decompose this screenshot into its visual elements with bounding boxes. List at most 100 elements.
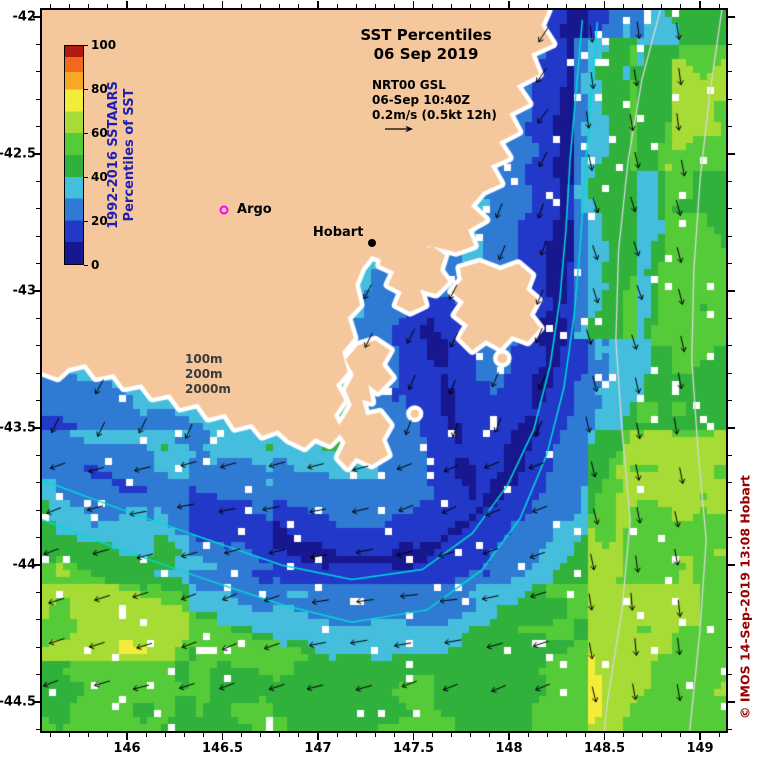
axis-tick [584,4,586,8]
axis-tick [36,372,40,374]
axis-tick [432,733,434,737]
axis-tick [412,733,415,740]
axis-tick [728,153,735,155]
y-axis-tick-label: -44 [12,557,37,573]
axis-tick [412,1,415,8]
axis-tick [728,16,735,18]
axis-tick [298,733,300,737]
axis-tick [623,4,625,8]
axis-tick [470,4,472,8]
axis-tick [355,733,357,737]
y-axis-tick-label: -42.5 [0,146,36,162]
axis-tick [36,509,40,511]
argo-float-marker [219,205,229,215]
axis-tick [36,235,40,237]
axis-tick [728,482,732,484]
colorbar-title-line1: 1992-2016 SSTAARS [106,81,121,229]
x-axis-tick-label: 147 [304,741,332,756]
axis-tick [33,290,40,292]
axis-tick [241,4,243,8]
axis-tick [728,674,732,676]
hobart-city-marker [368,238,377,247]
axis-tick [728,263,732,265]
axis-tick [565,733,567,737]
axis-tick [279,4,281,8]
axis-tick [527,4,529,8]
axis-tick [36,71,40,73]
axis-tick [33,564,40,566]
axis-tick [546,4,548,8]
axis-tick [699,733,701,740]
axis-tick [728,646,732,648]
axis-tick [36,646,40,648]
axis-tick [661,4,663,8]
axis-tick [36,674,40,676]
depth-100m-label: 100m [185,352,223,366]
axis-tick [36,263,40,265]
axis-tick [603,1,606,8]
observation-time: 06-Sep 10:40Z [372,93,471,107]
figure-title: SST Percentiles [360,26,492,44]
y-axis-tick-label: -44.5 [0,694,36,710]
axis-tick [36,126,40,128]
axis-tick [69,733,71,737]
axis-tick [33,153,40,155]
axis-tick [36,454,40,456]
axis-tick [145,4,147,8]
axis-tick [393,733,395,737]
axis-tick [36,317,40,319]
axis-tick [317,733,319,740]
axis-tick [728,591,732,593]
axis-tick [728,728,732,730]
axis-tick [336,4,338,8]
colorbar-tick [84,264,88,266]
colorbar-tick-label: 80 [91,82,108,96]
axis-tick [33,16,40,18]
axis-tick [69,4,71,8]
sst-map-canvas [42,10,726,731]
y-axis-tick-label: -43 [12,283,37,299]
axis-tick [642,733,644,737]
axis-tick [728,509,732,511]
axis-tick [36,208,40,210]
axis-tick [126,1,128,8]
axis-tick [298,4,300,8]
x-axis-tick-label: 147.5 [392,741,435,756]
axis-tick [584,733,586,737]
y-axis-tick-label: -42 [12,9,37,25]
x-axis-tick-label: 148 [495,741,523,756]
depth-2000m-label: 2000m [185,382,231,396]
axis-tick [36,591,40,593]
depth-contour-legend: 100m 200m 2000m [185,352,231,397]
argo-label: Argo [237,201,272,217]
axis-tick [728,701,735,703]
axis-tick [36,619,40,621]
axis-tick [728,619,732,621]
axis-tick [565,4,567,8]
axis-tick [183,4,185,8]
axis-tick [260,733,262,737]
axis-tick [279,733,281,737]
axis-tick [527,733,529,737]
axis-tick [33,427,40,429]
axis-tick [88,4,90,8]
axis-tick [36,728,40,730]
current-scale-arrow-icon [385,125,413,133]
y-axis-tick-label: -43.5 [0,420,36,436]
axis-tick [183,733,185,737]
axis-tick [489,4,491,8]
axis-tick [489,733,491,737]
colorbar-tick [84,44,88,46]
axis-tick [623,733,625,737]
axis-tick [728,44,732,46]
colorbar-tick-label: 100 [91,38,117,52]
axis-tick [107,733,109,737]
colorbar-tick-label: 60 [91,126,108,140]
axis-tick [728,400,732,402]
axis-tick [164,733,166,737]
axis-tick [88,733,90,737]
axis-tick [728,454,732,456]
colorbar-tick [84,220,88,222]
figure-date: 06 Sep 2019 [373,45,479,63]
